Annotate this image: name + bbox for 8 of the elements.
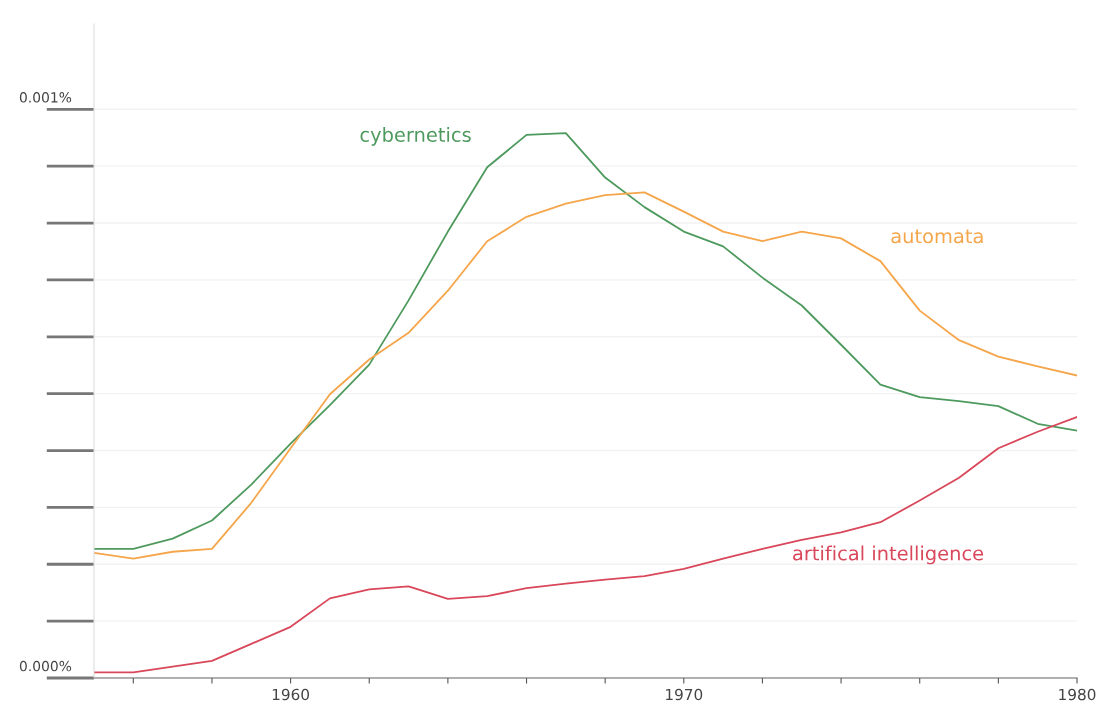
series-label: cybernetics (360, 126, 471, 146)
y-tick-label: 0.001% (19, 92, 72, 103)
x-tick-label: 1960 (272, 688, 310, 701)
series-label: artifical intelligence (793, 545, 984, 565)
x-tick-label: 1970 (666, 688, 703, 701)
y-tick-label: 0.000% (19, 660, 72, 672)
series-label: automata (891, 229, 983, 244)
x-tick-label: 1980 (1059, 688, 1096, 701)
